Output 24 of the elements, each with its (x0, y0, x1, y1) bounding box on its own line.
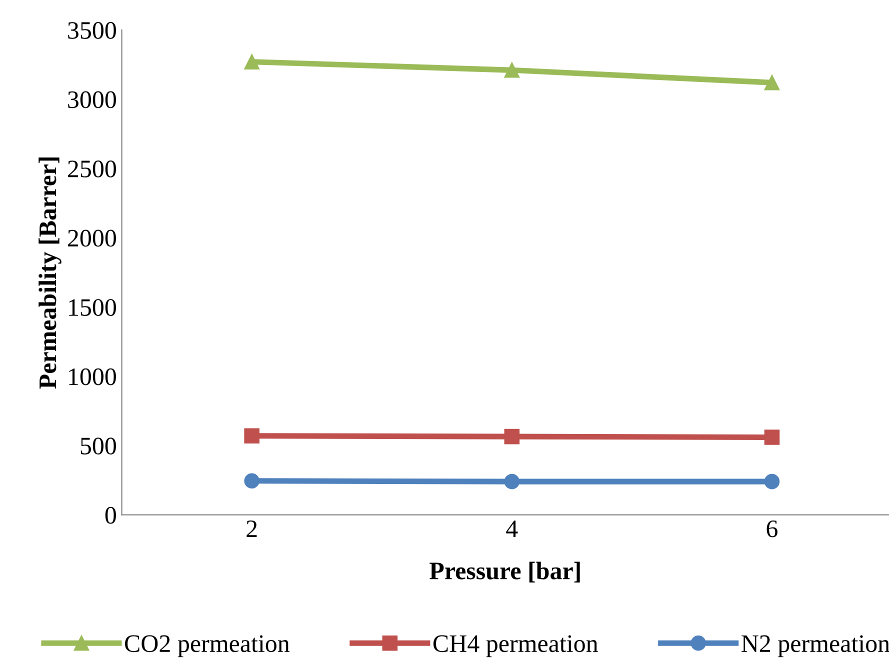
point (764, 474, 780, 490)
y-tick-label: 0 (105, 506, 116, 524)
y-axis-title: Permeability [Barrer] (38, 158, 62, 389)
x-tick-label: 4 (506, 520, 518, 538)
y-tick-label: 1000 (69, 368, 116, 386)
point (244, 428, 260, 444)
legend-label: CH4 permeation (433, 635, 598, 658)
y-tick-label: 2500 (68, 160, 116, 178)
point (504, 474, 520, 490)
point (504, 428, 520, 444)
point (244, 54, 260, 70)
x-tick-label: 2 (246, 520, 257, 538)
x-axis-title: Pressure [bar] (430, 562, 580, 582)
y-tick-label: 2000 (68, 230, 116, 247)
y-tick-label: 3000 (68, 91, 116, 108)
y-tick-label: 500 (80, 438, 116, 454)
legend-label: CO2 permeation (125, 635, 290, 658)
point (764, 430, 780, 445)
y-tick-label: 3500 (68, 22, 116, 39)
point (244, 473, 260, 489)
y-tick-label: 1500 (69, 299, 116, 316)
point (504, 62, 520, 78)
point (764, 74, 780, 90)
x-tick-label: 6 (766, 520, 778, 538)
